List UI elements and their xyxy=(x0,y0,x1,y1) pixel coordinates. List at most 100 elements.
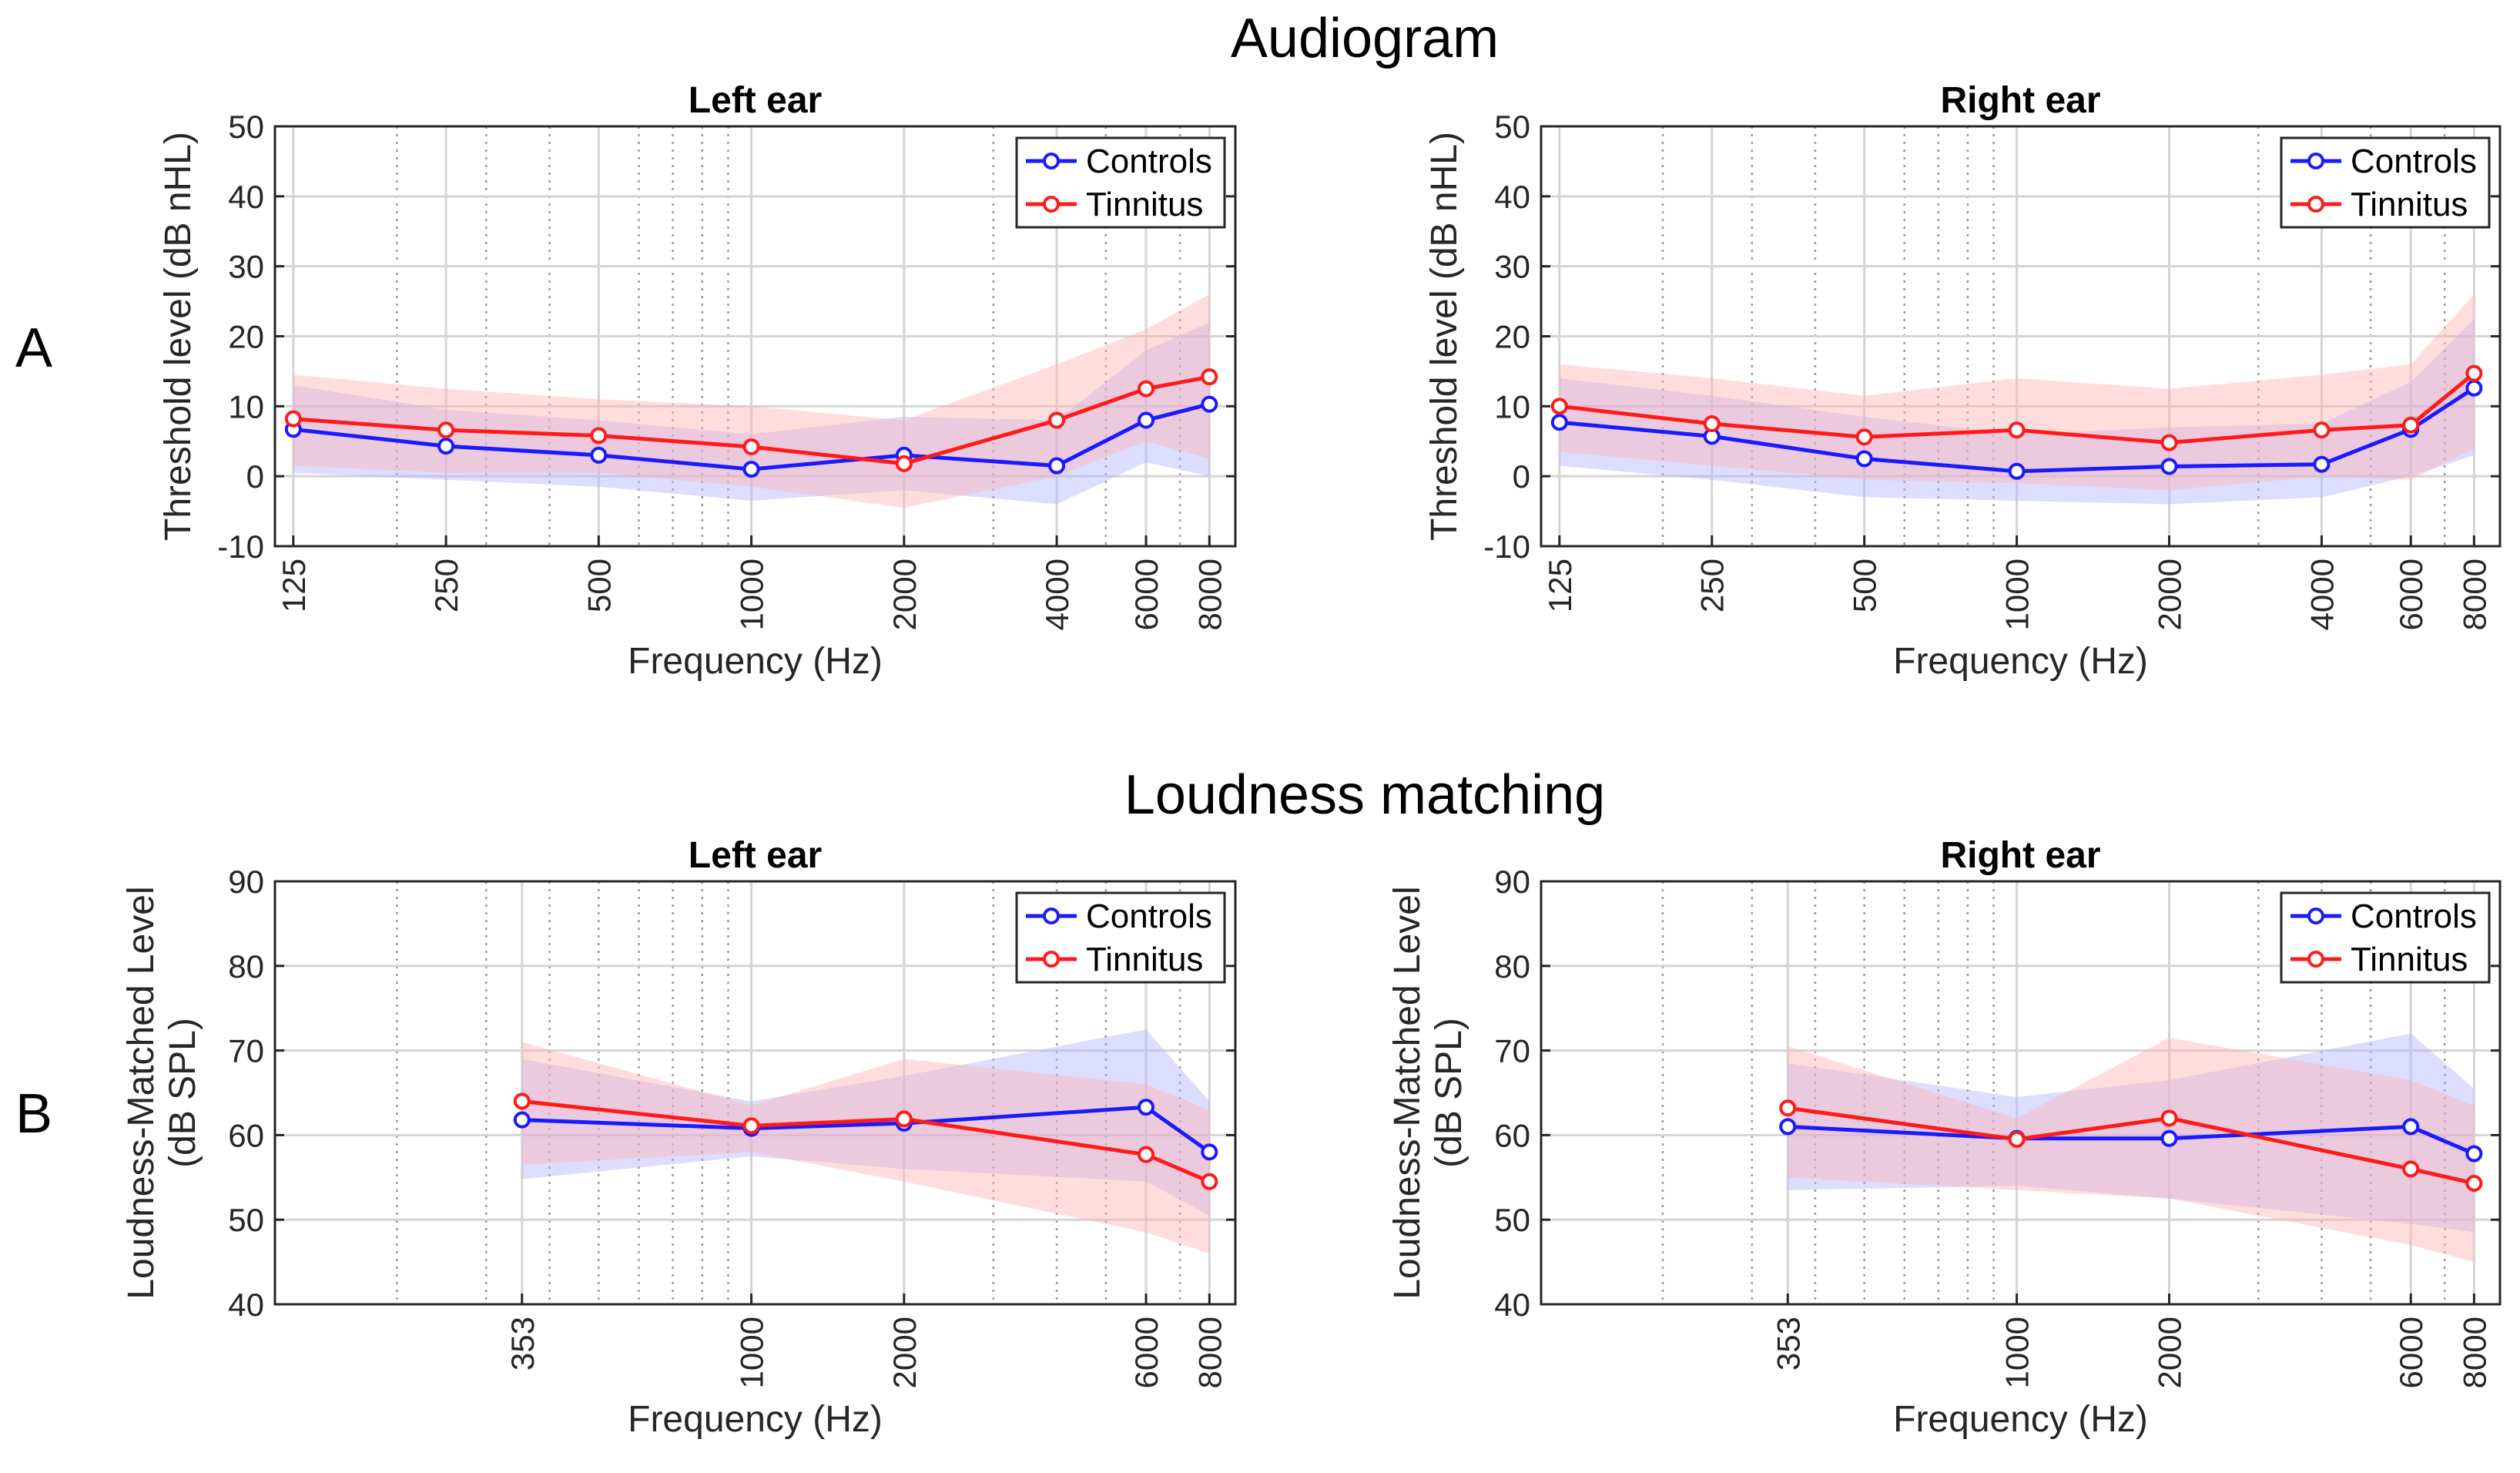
tinnitus-point xyxy=(513,1092,531,1110)
controls-point xyxy=(590,446,608,464)
controls-legend-label: Controls xyxy=(1086,898,1212,935)
tinnitus-point xyxy=(2313,421,2331,439)
tinnitus-point xyxy=(2465,1174,2483,1192)
controls-legend-label: Controls xyxy=(2351,898,2477,935)
x-tick-label: 4000 xyxy=(2304,559,2340,630)
controls-point xyxy=(2402,1118,2420,1136)
controls-point xyxy=(513,1111,531,1129)
axes-box xyxy=(1540,880,2502,1306)
controls-point xyxy=(2160,1129,2178,1147)
y-tick-label: 10 xyxy=(228,388,264,424)
controls-point xyxy=(437,438,455,455)
x-axis-label: Frequency (Hz) xyxy=(1893,641,2148,682)
controls-band xyxy=(1788,1033,2475,1233)
tinnitus-point xyxy=(1855,428,1873,446)
x-axis-label: Frequency (Hz) xyxy=(628,641,883,682)
x-tick-label: 250 xyxy=(1694,559,1731,612)
tinnitus-point xyxy=(2008,1130,2026,1148)
tinnitus-legend-label: Tinnitus xyxy=(2351,941,2468,978)
tinnitus-point xyxy=(1550,398,1568,415)
x-tick-label: 353 xyxy=(1770,1317,1806,1371)
tinnitus-point xyxy=(1048,411,1066,429)
plot-title: Left ear xyxy=(689,835,822,876)
tinnitus-point xyxy=(1703,415,1721,433)
y-tick-label: 20 xyxy=(228,319,264,355)
y-axis-label: Loudness-Matched Level xyxy=(121,886,162,1299)
y-axis-label: Threshold level (dB nHL) xyxy=(158,132,199,541)
y-axis-label: Threshold level (dB nHL) xyxy=(1424,132,1465,541)
x-tick-label: 4000 xyxy=(1039,559,1075,630)
tinnitus-band xyxy=(293,294,1210,508)
controls-line xyxy=(1559,386,2475,474)
tinnitus-point xyxy=(2008,421,2026,439)
y-tick-label: -10 xyxy=(217,528,264,565)
tinnitus-point xyxy=(895,1110,913,1128)
tinnitus-point xyxy=(1138,1146,1155,1163)
x-tick-label: 2000 xyxy=(886,1317,923,1388)
y-tick-label: 50 xyxy=(1494,1202,1530,1238)
y-tick-label: 80 xyxy=(1494,948,1530,985)
tinnitus-point xyxy=(590,427,608,445)
controls-point xyxy=(1550,414,1568,431)
tinnitus-band xyxy=(521,1042,1210,1254)
tinnitus-legend-label: Tinnitus xyxy=(1086,941,1203,978)
audiogram-title: Audiogram xyxy=(1231,8,1499,69)
controls-point xyxy=(742,461,760,478)
y-tick-label: 50 xyxy=(228,1202,264,1238)
tinnitus-point xyxy=(895,455,913,472)
x-tick-label: 8000 xyxy=(1191,1317,1228,1388)
controls-point xyxy=(2008,462,2026,480)
controls-point xyxy=(2160,458,2178,475)
loudness-right-ear-chart: 40 50 60 70 80 90 353 1000 2000 6000 8000 Right ear… xyxy=(1387,835,2502,1440)
x-tick-label: 8000 xyxy=(2456,1317,2492,1388)
legend: Controls Tinnitus xyxy=(2280,891,2491,984)
controls-point xyxy=(1855,450,1873,468)
y-tick-label: 0 xyxy=(1513,458,1530,495)
x-tick-label: 6000 xyxy=(1128,559,1164,630)
tinnitus-band xyxy=(1788,1038,2475,1263)
tinnitus-point xyxy=(284,410,302,428)
tinnitus-legend-label: Tinnitus xyxy=(2351,186,2468,223)
tinnitus-point xyxy=(1201,1173,1218,1190)
loudness-left-ear-chart: 40 50 60 70 80 90 353 1000 2000 6000 8000 Left ear F… xyxy=(121,835,1237,1440)
controls-legend-label: Controls xyxy=(2351,143,2477,180)
y-tick-label: -10 xyxy=(1483,528,1530,565)
controls-point xyxy=(2465,1145,2483,1163)
controls-point xyxy=(2465,379,2483,397)
audiogram-left-ear-chart: -10 0 10 20 30 40 50 125 250 500 1000 2000 4000 6000 8… xyxy=(158,80,1237,682)
plot-title: Right ear xyxy=(1940,835,2100,876)
controls-point xyxy=(1201,1143,1218,1161)
panel-letter-b: B xyxy=(15,1083,52,1145)
controls-point xyxy=(2313,455,2331,473)
y-tick-label: 30 xyxy=(1494,249,1530,285)
controls-point xyxy=(1048,457,1066,475)
tinnitus-band xyxy=(1559,294,2475,491)
controls-point xyxy=(1779,1118,1797,1136)
controls-line xyxy=(293,402,1210,471)
controls-point xyxy=(1138,1099,1155,1116)
y-tick-label: 40 xyxy=(1494,1287,1530,1323)
y-tick-label: 80 xyxy=(228,948,264,985)
x-tick-label: 500 xyxy=(581,559,617,612)
x-tick-label: 1000 xyxy=(1999,1317,2036,1388)
plot-title: Right ear xyxy=(1940,80,2100,121)
y-tick-label: 20 xyxy=(1494,319,1530,355)
tinnitus-legend-marker xyxy=(2307,951,2324,968)
tinnitus-point xyxy=(1138,380,1155,398)
tinnitus-legend-marker xyxy=(2307,196,2324,213)
tinnitus-point xyxy=(2402,1160,2420,1178)
y-tick-label: 0 xyxy=(246,458,264,495)
y-axis-label: Loudness-Matched Level xyxy=(1387,886,1428,1299)
tinnitus-point xyxy=(2402,416,2420,434)
x-tick-label: 8000 xyxy=(1191,559,1228,630)
y-tick-label: 40 xyxy=(228,1287,264,1323)
tinnitus-point xyxy=(742,1117,760,1135)
controls-point xyxy=(1201,395,1218,413)
y-axis-label-units: (dB SPL) xyxy=(1429,1018,1469,1168)
controls-band xyxy=(1559,318,2475,505)
x-tick-label: 353 xyxy=(504,1317,541,1371)
y-tick-label: 50 xyxy=(1494,109,1530,145)
x-tick-label: 2000 xyxy=(2152,559,2188,630)
legend: Controls Tinnitus xyxy=(1015,891,1226,984)
y-tick-label: 70 xyxy=(1494,1033,1530,1069)
